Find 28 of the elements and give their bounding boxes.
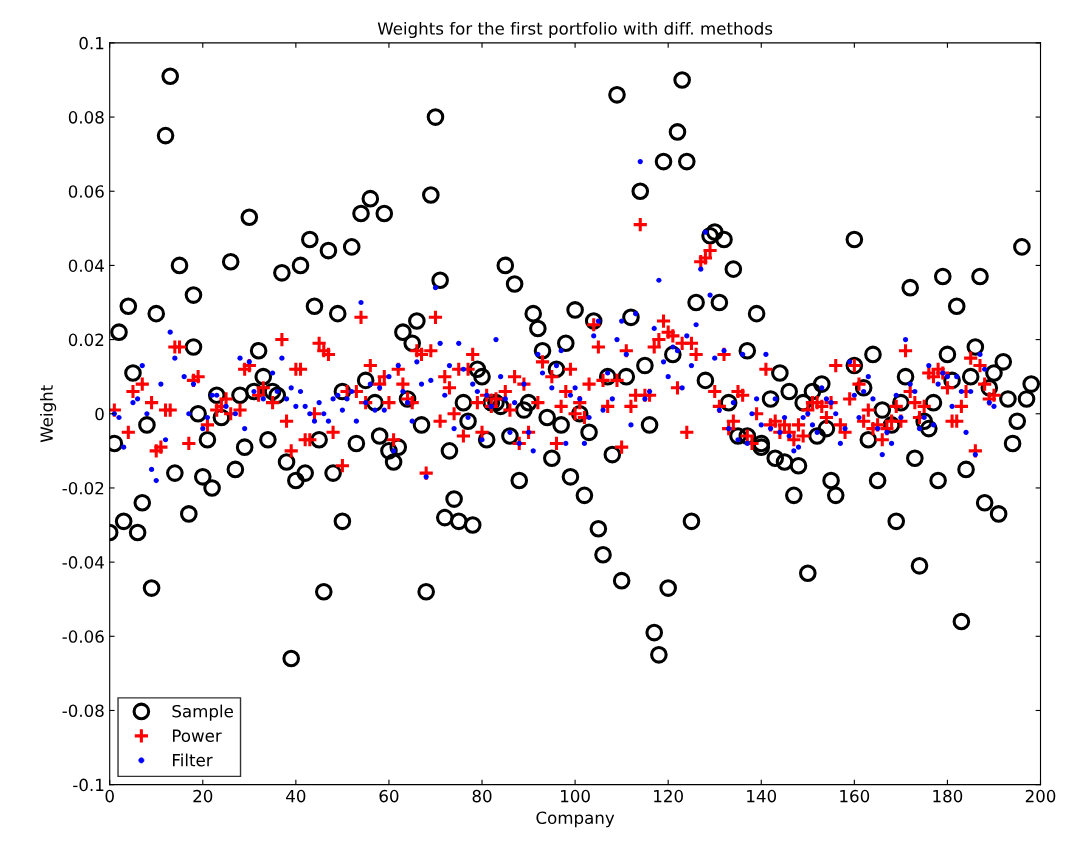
y-tick-label: -0.04 [62,556,104,569]
x-tick-label: 140 [747,789,777,803]
x-axis-title: Company [536,811,615,828]
y-tick-label: -0.06 [62,630,104,643]
x-tick-label: 80 [472,789,492,803]
x-tick-label: 20 [193,789,213,803]
x-tick-label: 160 [840,789,870,803]
y-tick-label: 0.06 [68,185,104,198]
x-tick-label: 0 [105,789,114,803]
x-tick-label: 200 [1025,789,1056,803]
y-axis-title: Weight [40,385,57,443]
y-tick-label: 0 [95,407,104,421]
y-tick-label: 0.04 [68,259,104,272]
legend-label: Sample [172,704,233,721]
y-tick-label: -0.1 [73,778,104,792]
y-tick-label: 0.02 [68,333,104,347]
chart-title: Weights for the first portfolio with diff. methods [377,21,773,39]
y-tick-label: 0.1 [79,36,104,50]
y-tick-label: -0.02 [62,481,104,495]
y-tick-label: -0.08 [62,704,104,718]
x-tick-label: 40 [286,789,306,803]
x-tick-label: 120 [654,789,683,803]
x-tick-label: 60 [379,789,399,803]
y-tick-label: 0.08 [68,111,104,124]
x-tick-label: 100 [561,789,590,803]
x-tick-label: 180 [933,789,963,803]
legend-label: Filter [173,753,213,767]
legend-label: Power [173,729,222,742]
